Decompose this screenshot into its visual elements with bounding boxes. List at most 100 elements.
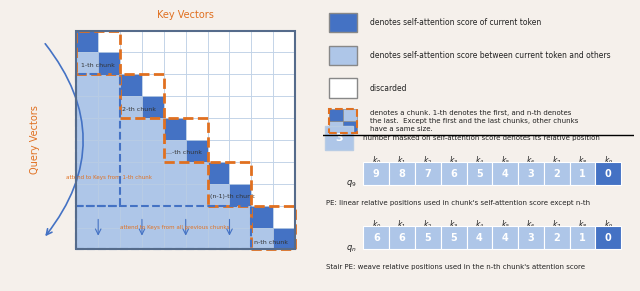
Bar: [207, 96, 230, 118]
Bar: [98, 184, 120, 206]
Bar: [186, 74, 207, 96]
Text: 6: 6: [373, 233, 380, 243]
Bar: [164, 206, 186, 228]
Text: $k_{5}$: $k_{5}$: [500, 219, 510, 231]
Bar: [273, 74, 295, 96]
Text: $k_{2}$: $k_{2}$: [423, 219, 433, 231]
Bar: [230, 162, 252, 184]
Bar: [252, 162, 273, 184]
Text: 1: 1: [579, 168, 586, 179]
Bar: [120, 184, 142, 206]
Text: (n-1)-th chunk: (n-1)-th chunk: [210, 194, 255, 199]
FancyBboxPatch shape: [343, 121, 357, 133]
FancyBboxPatch shape: [492, 162, 518, 185]
Text: 0: 0: [605, 168, 612, 179]
Text: 8: 8: [399, 168, 406, 179]
FancyBboxPatch shape: [330, 121, 343, 133]
Bar: [164, 228, 186, 249]
Text: Query Vectors: Query Vectors: [29, 106, 40, 175]
Bar: [273, 140, 295, 162]
Bar: [186, 184, 207, 206]
Bar: [186, 206, 207, 228]
Text: denotes self-attention score between current token and others: denotes self-attention score between cur…: [370, 51, 611, 60]
Text: $k_{3}$: $k_{3}$: [449, 154, 458, 167]
Bar: [98, 162, 120, 184]
Text: $k_{0}$: $k_{0}$: [372, 219, 381, 231]
Text: $k_{9}$: $k_{9}$: [604, 219, 613, 231]
Bar: [230, 96, 252, 118]
Bar: [120, 52, 142, 74]
Bar: [186, 31, 207, 52]
FancyBboxPatch shape: [492, 226, 518, 249]
Bar: [252, 52, 273, 74]
Text: 1: 1: [579, 233, 586, 243]
Bar: [98, 74, 120, 96]
FancyBboxPatch shape: [389, 162, 415, 185]
Text: 6: 6: [399, 233, 406, 243]
FancyBboxPatch shape: [544, 162, 570, 185]
Bar: [76, 52, 98, 74]
Bar: [76, 162, 98, 184]
Text: $k_{7}$: $k_{7}$: [552, 154, 561, 167]
Bar: [98, 228, 120, 249]
Bar: [164, 140, 186, 162]
Bar: [207, 74, 230, 96]
Bar: [230, 206, 252, 228]
FancyBboxPatch shape: [570, 226, 595, 249]
Bar: [142, 184, 164, 206]
Text: n-th chunk: n-th chunk: [253, 240, 287, 245]
Bar: [98, 52, 120, 74]
FancyBboxPatch shape: [595, 226, 621, 249]
Bar: [273, 162, 295, 184]
Bar: [142, 52, 164, 74]
Bar: [164, 31, 186, 52]
Text: $k_{4}$: $k_{4}$: [475, 154, 484, 167]
Text: ...-th chunk: ...-th chunk: [166, 150, 202, 155]
Text: 1-th chunk: 1-th chunk: [81, 63, 115, 68]
FancyBboxPatch shape: [467, 162, 492, 185]
Text: 5: 5: [424, 233, 431, 243]
Text: discarded: discarded: [370, 84, 407, 93]
Text: $q_n$: $q_n$: [346, 243, 356, 253]
Text: 6: 6: [451, 168, 457, 179]
Text: 5: 5: [476, 168, 483, 179]
Bar: [76, 31, 98, 52]
Text: $k_{6}$: $k_{6}$: [526, 154, 536, 167]
Bar: [207, 31, 230, 52]
Bar: [120, 74, 142, 96]
Bar: [186, 96, 207, 118]
Text: $k_{2}$: $k_{2}$: [423, 154, 433, 167]
Bar: [186, 162, 207, 184]
Text: $k_{1}$: $k_{1}$: [397, 219, 407, 231]
Text: denotes self-attention score of current token: denotes self-attention score of current …: [370, 18, 541, 27]
Bar: [120, 118, 142, 140]
Bar: [252, 228, 273, 249]
Bar: [120, 96, 142, 118]
Text: $k_{8}$: $k_{8}$: [578, 154, 588, 167]
Text: $k_{1}$: $k_{1}$: [397, 154, 407, 167]
FancyBboxPatch shape: [330, 46, 357, 65]
Text: $k_{9}$: $k_{9}$: [604, 154, 613, 167]
Bar: [76, 184, 98, 206]
Text: 2: 2: [554, 168, 560, 179]
Text: $k_{6}$: $k_{6}$: [526, 219, 536, 231]
Bar: [120, 140, 142, 162]
Bar: [273, 31, 295, 52]
Bar: [207, 228, 230, 249]
FancyBboxPatch shape: [441, 226, 467, 249]
Bar: [164, 162, 186, 184]
FancyBboxPatch shape: [364, 162, 389, 185]
Text: 7: 7: [424, 168, 431, 179]
Bar: [230, 31, 252, 52]
Bar: [207, 206, 230, 228]
Bar: [230, 118, 252, 140]
FancyBboxPatch shape: [518, 226, 544, 249]
Text: 3: 3: [527, 233, 534, 243]
FancyBboxPatch shape: [389, 226, 415, 249]
Bar: [98, 206, 120, 228]
FancyBboxPatch shape: [570, 162, 595, 185]
Text: $k_{0}$: $k_{0}$: [372, 154, 381, 167]
Bar: [120, 31, 142, 52]
Bar: [164, 184, 186, 206]
FancyBboxPatch shape: [330, 13, 357, 32]
